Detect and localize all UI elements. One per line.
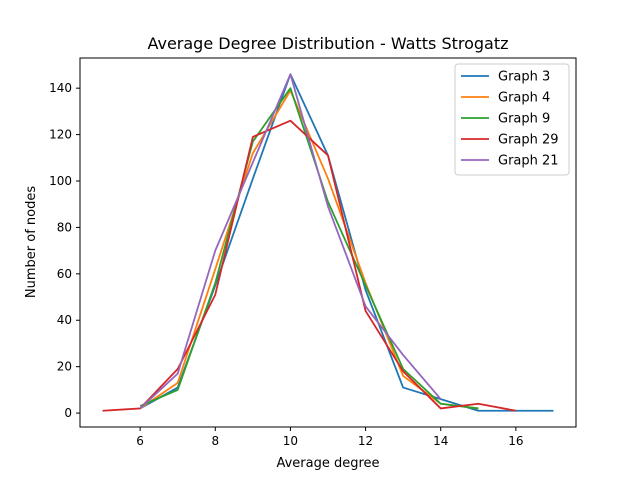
x-tick-label: 6	[136, 434, 144, 448]
x-tick-label: 14	[433, 434, 448, 448]
y-axis-label: Number of nodes	[24, 186, 39, 298]
y-tick-label: 80	[57, 220, 72, 234]
legend-label: Graph 4	[498, 91, 550, 106]
x-axis-label: Average degree	[276, 456, 379, 471]
chart-title: Average Degree Distribution - Watts Stro…	[147, 34, 508, 53]
y-tick-label: 40	[57, 313, 72, 327]
legend-label: Graph 29	[498, 133, 559, 148]
x-tick-label: 8	[211, 434, 219, 448]
legend-label: Graph 3	[498, 70, 550, 85]
y-tick-label: 20	[57, 360, 72, 374]
x-tick-label: 12	[358, 434, 373, 448]
x-tick-label: 16	[508, 434, 523, 448]
y-tick-label: 120	[49, 128, 72, 142]
legend-label: Graph 21	[498, 154, 559, 169]
x-tick-label: 10	[283, 434, 298, 448]
y-tick-label: 100	[49, 174, 72, 188]
legend-label: Graph 9	[498, 112, 550, 127]
y-tick-label: 0	[64, 406, 72, 420]
y-tick-label: 60	[57, 267, 72, 281]
y-tick-label: 140	[49, 81, 72, 95]
legend: Graph 3 Graph 4 Graph 9 Graph 29 Graph 21	[455, 64, 569, 175]
